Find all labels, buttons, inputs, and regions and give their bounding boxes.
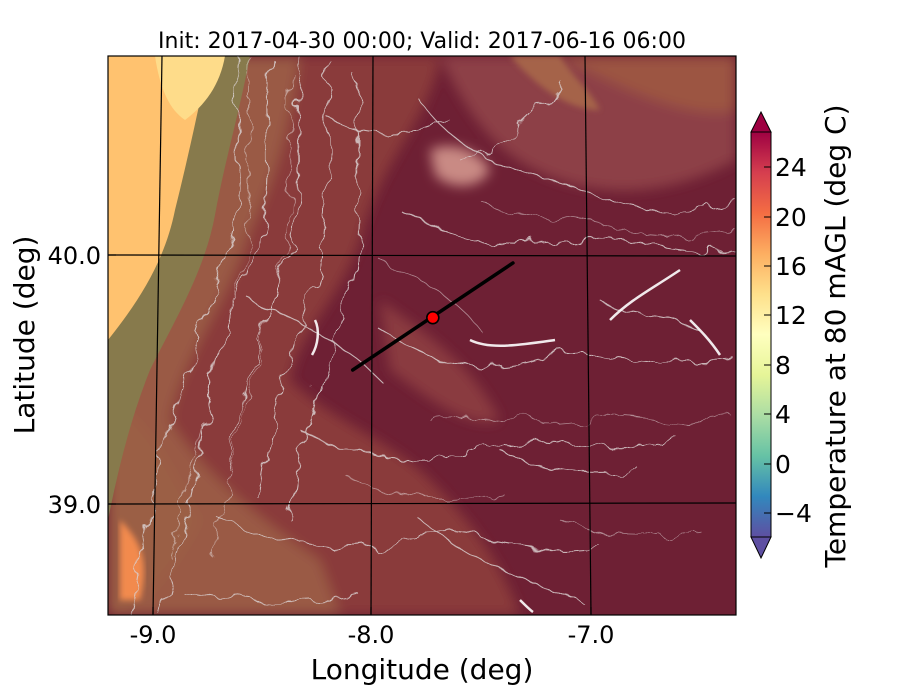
colorbar-tick-label: 24 [775,153,807,182]
temperature-map [108,56,736,615]
colorbar-tick-label: 16 [775,252,807,281]
location-marker [426,310,440,325]
colorbar-tick-label: 20 [775,203,807,232]
colorbar-tick-label: 4 [775,400,791,429]
figure-title: Init: 2017-04-30 00:00; Valid: 2017-06-1… [158,29,686,54]
y-tick-label: 40.0 [48,242,101,270]
grid-lines [108,56,736,615]
y-axis-label: Latitude (deg) [8,236,41,435]
colorbar-tick-label: −4 [775,499,812,528]
colorbar-tick-label: 12 [775,301,807,330]
map-frame [107,55,737,616]
colorbar-tick-label: 8 [775,351,791,380]
x-tick-label: -9.0 [130,621,177,649]
x-tick-label: -8.0 [348,621,395,649]
y-tick-label: 39.0 [48,491,101,519]
colorbar [750,110,772,560]
x-tick-label: -7.0 [568,621,615,649]
tick-marks [108,254,592,615]
x-axis-label: Longitude (deg) [311,653,534,686]
colorbar-tick-label: 0 [775,450,791,479]
colorbar-label: Temperature at 80 mAGL (deg C) [819,104,852,568]
